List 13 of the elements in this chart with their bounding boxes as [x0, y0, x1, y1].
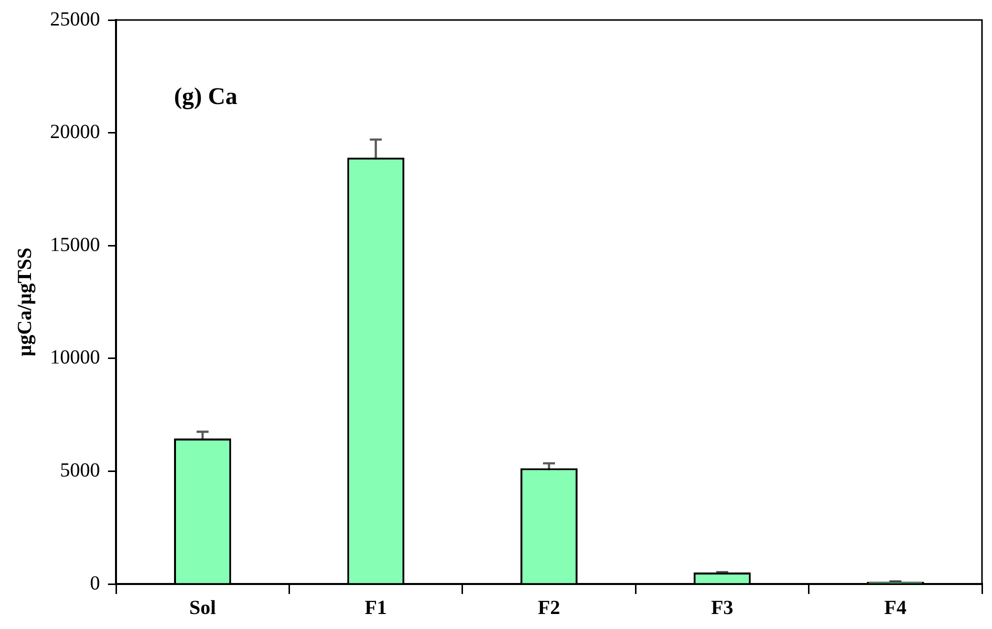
y-tick-label: 20000: [50, 121, 100, 144]
y-tick-label: 0: [90, 572, 100, 594]
annotation: (g) Ca: [174, 84, 238, 110]
x-tick-label: F1: [364, 597, 387, 620]
x-tick-label: F4: [884, 597, 907, 620]
y-axis-title: µgCa/µgTSS: [14, 248, 36, 356]
x-tick-label: Sol: [189, 597, 216, 620]
y-tick-label: 25000: [50, 8, 100, 30]
x-tick-label: F3: [711, 597, 734, 620]
y-tick-label: 15000: [50, 234, 100, 256]
y-tick-label: 10000: [50, 346, 100, 369]
y-tick-label: 5000: [60, 459, 100, 482]
x-tick-label: F2: [538, 597, 560, 620]
